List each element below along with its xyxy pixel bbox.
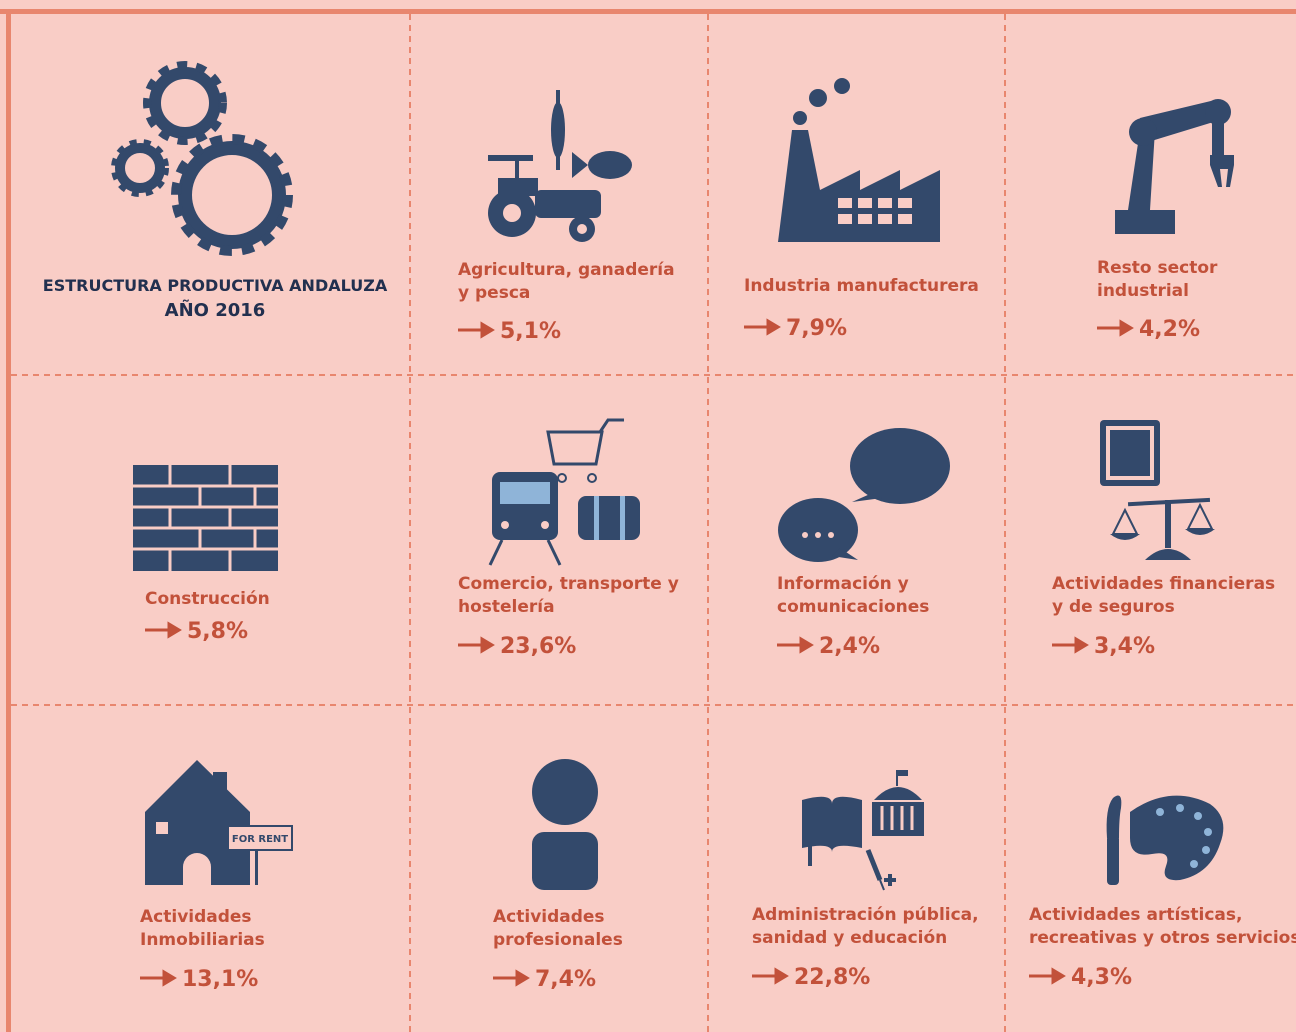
icon-house: FOR RENT [145,760,293,885]
sector-label: Agricultura, ganadería [458,260,675,280]
icon-arts [1106,795,1224,885]
sector-label: Información y [777,574,909,594]
sector-label: Resto sector [1097,258,1218,278]
sector-value: 3,4% [1094,634,1155,659]
left-border [6,9,11,1032]
arrow-icon [777,636,814,654]
icon-administration [802,770,924,891]
year: AÑO 2016 [165,298,266,321]
sector-label: Construcción [145,589,270,609]
sector-value: 7,4% [535,967,596,992]
sector-value: 22,8% [794,965,870,990]
icon-bricks [133,465,278,571]
sector-value: 4,3% [1071,965,1132,990]
sector-label: y pesca [458,283,530,303]
sector-label: industrial [1097,281,1189,301]
arrow-icon [744,318,781,336]
arrow-icon [1029,967,1066,985]
icon-gears [111,61,293,256]
top-border [0,9,1296,14]
arrow-icon [458,636,495,654]
sector-label: comunicaciones [777,597,929,617]
icon-person [532,759,598,890]
sector-value: 5,8% [187,619,248,644]
for-rent-sign: FOR RENT [232,834,288,845]
sector-value: 13,1% [182,967,258,992]
sector-label: recreativas y otros servicios [1029,928,1296,948]
grid-lines [11,14,1296,1032]
arrow-icon [752,967,789,985]
arrow-icon [1097,319,1134,337]
icon-finance [1100,420,1215,560]
icon-factory [778,78,940,242]
title: ESTRUCTURA PRODUCTIVA ANDALUZA [43,276,388,295]
sector-label: Actividades financieras [1052,574,1275,594]
sector-value: 7,9% [786,316,847,341]
arrow-icon [145,621,182,639]
sector-label: Actividades [493,907,605,927]
arrow-icon [1052,636,1089,654]
sector-value: 2,4% [819,634,880,659]
sector-label: y de seguros [1052,597,1175,617]
sector-label: Administración pública, [752,905,979,925]
arrow-icon [493,969,530,987]
sector-label: Industria manufacturera [744,276,979,296]
sector-label: sanidad y educación [752,928,947,948]
sector-label: Actividades artísticas, [1029,905,1242,925]
icon-commerce [488,418,640,566]
icon-speech [778,428,950,562]
sector-label: Inmobiliarias [140,930,265,950]
icon-robot [1115,99,1234,234]
sector-value: 5,1% [500,319,561,344]
arrow-icon [458,321,495,339]
sector-label: Actividades [140,907,252,927]
icon-agriculture [488,90,632,242]
sector-label: hostelería [458,597,555,617]
sector-value: 4,2% [1139,317,1200,342]
sector-label: profesionales [493,930,623,950]
sector-label: Comercio, transporte y [458,574,679,594]
sector-value: 23,6% [500,634,576,659]
arrow-icon [140,969,177,987]
